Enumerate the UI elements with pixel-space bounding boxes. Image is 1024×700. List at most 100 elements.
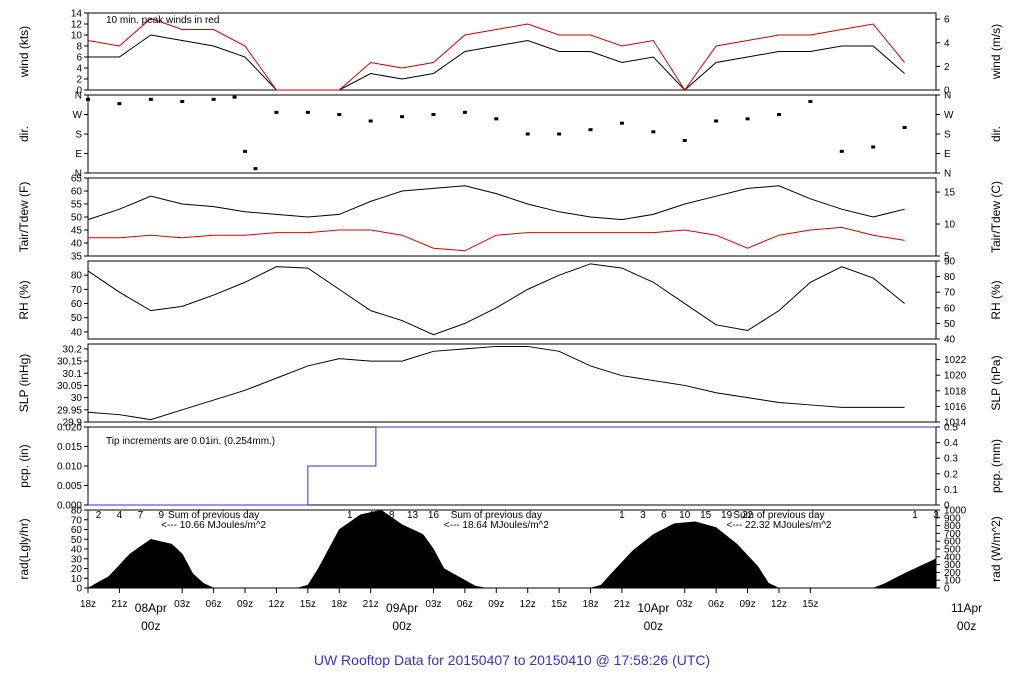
rad-sum-value: <--- 10.66 MJoules/m^2 xyxy=(161,520,266,531)
slp-ylabel-right: SLP (hPa) xyxy=(989,355,1003,410)
pcp-ylabel-right: pcp. (mm) xyxy=(989,439,1003,493)
slp-ytick-label-right: 1022 xyxy=(944,355,967,366)
x-day-label: 10Apr xyxy=(637,601,669,615)
rad-hour-label: 9 xyxy=(159,510,165,521)
rh-ytick-label-left: 40 xyxy=(71,327,83,338)
wind-ytick-label-left: 12 xyxy=(71,20,83,31)
pcp-ylabel-left: pcp. (in) xyxy=(17,444,31,487)
dir-point xyxy=(368,119,373,123)
temp-ytick-label-right: 5 xyxy=(944,252,950,263)
dir-point xyxy=(588,128,593,132)
x-hour-label: 09z xyxy=(488,599,504,610)
x-day-label: 08Apr xyxy=(135,601,167,615)
rad-hour-label: 3 xyxy=(640,510,646,521)
rad-ytick-label-right: 300 xyxy=(944,560,961,571)
slp-ytick-label-right: 1016 xyxy=(944,402,967,413)
rad-hour-label: 4 xyxy=(368,510,374,521)
pcp-ytick-label-right: 0.1 xyxy=(944,485,958,496)
dir-ylabel-right: dir. xyxy=(989,126,1003,142)
x-day-hour: 00z xyxy=(644,619,663,633)
wind-ytick-label-left: 0 xyxy=(76,86,82,97)
wind-ytick-label-right: 6 xyxy=(944,15,950,26)
x-hour-label: 03z xyxy=(425,599,441,610)
pcp-ytick-label-right: 0.5 xyxy=(944,423,958,434)
dir-point xyxy=(243,149,248,153)
wind-annotation: 10 min. peak winds in red xyxy=(106,15,219,26)
temp-line-Tair xyxy=(87,185,905,221)
dir-point xyxy=(431,113,436,116)
x-hour-label: 09z xyxy=(739,599,755,610)
rad-hour-label: 3 xyxy=(933,510,939,521)
pcp-ytick-label-left: 0.000 xyxy=(57,501,82,512)
x-hour-label: 21z xyxy=(614,599,630,610)
temp-ylabel-left: Tair/Tdew (F) xyxy=(17,182,31,253)
rad-ytick-label-right: 900 xyxy=(944,513,961,524)
temp-ytick-label-left: 35 xyxy=(71,252,83,263)
temp-ytick-label-left: 60 xyxy=(71,187,83,198)
dir-ytick-label-right: E xyxy=(944,149,951,160)
rad-sum-label: Sum of previous day xyxy=(168,510,259,521)
dir-ytick-label-left: W xyxy=(73,110,83,121)
rad-hour-label: 19 xyxy=(721,510,733,521)
x-day-hour: 00z xyxy=(141,619,160,633)
dir-point xyxy=(776,113,781,116)
x-hour-label: 03z xyxy=(677,599,693,610)
temp-ytick-label-left: 55 xyxy=(71,200,83,211)
dir-ylabel-left: dir. xyxy=(17,126,31,142)
x-hour-label: 18z xyxy=(80,599,96,610)
temp-ytick-label-right: 10 xyxy=(944,220,956,231)
wind-line-wind xyxy=(88,34,905,91)
dir-point xyxy=(651,130,656,134)
rad-ytick-label-left: 20 xyxy=(71,564,83,575)
rad-ytick-label-left: 10 xyxy=(71,574,83,585)
rad-ytick-label-left: 0 xyxy=(76,584,82,595)
rad-hour-label: 22 xyxy=(742,510,754,521)
wind-ytick-label-right: 2 xyxy=(944,62,950,73)
rad-hour-label: 13 xyxy=(407,510,419,521)
slp-frame xyxy=(87,343,937,423)
wind-ytick-label-left: 4 xyxy=(76,64,82,75)
rad-ytick-label-left: 70 xyxy=(71,515,83,526)
wind-ytick-label-left: 14 xyxy=(71,9,83,20)
rad-hour-label: 16 xyxy=(428,510,440,521)
x-hour-label: 12z xyxy=(520,599,536,610)
temp-frame xyxy=(87,177,937,257)
dir-ytick-label-right: N xyxy=(944,169,951,180)
pcp-ytick-label-right: 0 xyxy=(944,501,950,512)
x-day-label: 11Apr xyxy=(951,601,982,615)
rh-ytick-label-right: 60 xyxy=(944,303,956,314)
pcp-line-pcp xyxy=(88,426,936,506)
rad-hour-label: 4 xyxy=(117,510,123,521)
wind-ylabel-left: wind (kts) xyxy=(17,26,31,78)
slp-ytick-label-right: 1014 xyxy=(944,418,967,429)
rh-ytick-label-left: 80 xyxy=(71,271,83,282)
x-day-hour: 00z xyxy=(392,619,411,633)
dir-point xyxy=(871,145,876,149)
rh-ytick-label-right: 70 xyxy=(944,288,956,299)
wind-frame xyxy=(87,12,937,91)
dir-ytick-label-right: W xyxy=(944,110,954,121)
temp-panel xyxy=(84,177,940,257)
x-hour-label: 18z xyxy=(582,599,598,610)
dir-panel xyxy=(84,94,940,174)
x-day-label: 09Apr xyxy=(386,601,418,615)
dir-point xyxy=(494,117,499,121)
rh-ylabel-left: RH (%) xyxy=(17,280,31,319)
temp-line-Tdew xyxy=(88,226,905,252)
x-hour-label: 21z xyxy=(111,599,127,610)
pcp-ytick-label-right: 0.4 xyxy=(944,438,958,449)
slp-ytick-label-left: 30 xyxy=(71,393,83,404)
rh-ytick-label-right: 40 xyxy=(944,335,956,346)
slp-ytick-label-left: 29.95 xyxy=(57,405,82,416)
dir-point xyxy=(232,95,237,99)
rad-hour-label: 1 xyxy=(619,510,625,521)
slp-ytick-label-right: 1020 xyxy=(944,371,967,382)
rad-ytick-label-right: 800 xyxy=(944,521,961,532)
rad-ytick-label-left: 30 xyxy=(71,554,83,565)
dir-point xyxy=(253,167,258,171)
rh-panel xyxy=(84,260,940,340)
chart-title: UW Rooftop Data for 20150407 to 20150410… xyxy=(314,652,710,668)
dir-point xyxy=(462,110,467,114)
rad-ytick-label-right: 100 xyxy=(944,576,961,587)
